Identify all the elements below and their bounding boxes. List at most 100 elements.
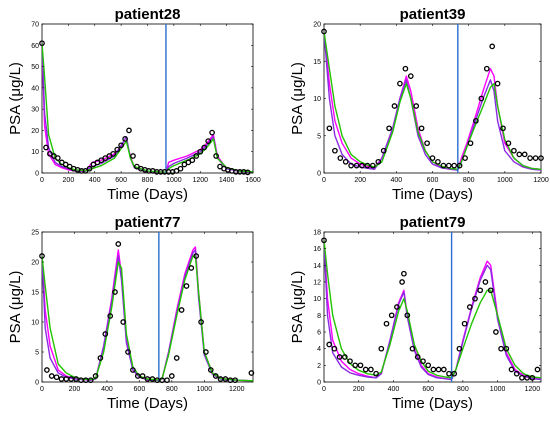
observed-point — [126, 127, 132, 134]
y-tick-label: 8 — [317, 313, 321, 320]
observed-point — [503, 345, 510, 352]
observed-point — [513, 370, 520, 377]
panel-patient79: 0 200 400 600 800 1000 1200 0 2 4 6 8 10 12 14 16 18 pati… — [289, 214, 542, 412]
observed-point — [524, 374, 530, 381]
observed-point — [424, 140, 430, 147]
y-axis-label: PSA (μg/L) — [7, 271, 24, 344]
observed-point — [404, 312, 411, 319]
x-tick-label: 600 — [134, 386, 146, 393]
observed-point — [373, 370, 379, 377]
observed-point — [445, 162, 452, 169]
observed-point — [193, 253, 200, 259]
observed-point — [213, 153, 219, 159]
x-tick-label: 800 — [457, 386, 469, 393]
observed-point — [248, 370, 255, 376]
x-tick-label: 800 — [463, 177, 475, 184]
observed-point — [498, 345, 504, 352]
y-tick-label: 60 — [31, 43, 39, 50]
panel-patient28: 0 200 400 600 800 1000 1200 1400 1600 0 10 20 30 40 50… — [7, 6, 261, 203]
observed-point — [425, 362, 432, 369]
observed-point — [451, 162, 458, 169]
observed-point — [341, 354, 348, 360]
series-line-3 — [324, 240, 541, 379]
observed-point — [357, 362, 364, 369]
observed-point — [353, 162, 360, 169]
x-tick-label: 0 — [40, 177, 44, 184]
y-tick-label: 20 — [31, 260, 39, 267]
x-tick-label: 1600 — [245, 177, 261, 184]
y-tick-label: 0 — [35, 171, 39, 178]
observed-point — [487, 287, 494, 294]
observed-point — [388, 312, 395, 319]
observed-point — [386, 125, 392, 132]
y-tick-label: 30 — [31, 107, 39, 114]
x-tick-label: 1000 — [497, 177, 513, 184]
observed-point — [205, 138, 212, 144]
observed-point — [467, 140, 474, 147]
observed-point — [407, 73, 414, 79]
x-axis-label: Time (Days) — [107, 395, 188, 412]
observed-point — [120, 319, 127, 325]
observed-point — [244, 169, 251, 176]
observed-point — [472, 295, 478, 302]
observed-point — [130, 367, 136, 373]
observed-point — [321, 28, 327, 35]
y-tick-label: 5 — [317, 133, 321, 140]
chart-title: patient28 — [115, 6, 181, 23]
x-tick-label: 200 — [353, 386, 365, 393]
y-tick-label: 25 — [31, 230, 39, 237]
y-tick-label: 0 — [317, 380, 321, 387]
observed-point — [149, 376, 156, 382]
observed-point — [321, 237, 327, 244]
observed-point — [519, 374, 525, 381]
x-tick-label: 1200 — [229, 386, 245, 393]
observed-point — [336, 354, 343, 360]
observed-point — [414, 354, 421, 360]
observed-point — [451, 370, 458, 377]
observed-point — [483, 65, 490, 72]
observed-point — [112, 289, 118, 295]
x-tick-label: 600 — [115, 177, 127, 184]
y-tick-label: 20 — [313, 22, 321, 29]
observed-point — [222, 376, 229, 382]
observed-point — [534, 366, 541, 373]
observed-point — [139, 373, 146, 379]
series-line-2 — [324, 240, 541, 381]
series-line-3 — [324, 31, 541, 170]
observed-point — [466, 304, 473, 310]
plot-area — [323, 231, 542, 383]
observed-point — [429, 155, 436, 161]
observed-point — [456, 162, 463, 169]
observed-point — [409, 345, 416, 352]
observed-point — [331, 345, 338, 352]
y-tick-label: 4 — [317, 346, 321, 353]
observed-point — [529, 374, 536, 381]
observed-point — [368, 366, 374, 373]
observed-point — [527, 155, 533, 161]
y-axis-label: PSA (μg/L) — [7, 62, 24, 135]
x-tick-label: 800 — [142, 177, 154, 184]
x-axis-label: Time (Days) — [392, 395, 473, 412]
x-tick-label: 200 — [354, 177, 366, 184]
observed-point — [508, 366, 515, 373]
observed-point — [92, 373, 99, 379]
x-tick-label: 0 — [322, 177, 326, 184]
y-tick-label: 15 — [31, 290, 39, 297]
observed-point — [86, 165, 93, 172]
observed-point — [378, 345, 385, 352]
y-tick-label: 20 — [31, 128, 39, 135]
observed-point — [178, 307, 185, 313]
observed-point — [461, 320, 468, 327]
observed-point — [197, 148, 204, 155]
x-axis-label: Time (Days) — [107, 186, 188, 203]
x-axis-label: Time (Days) — [392, 186, 473, 203]
y-tick-label: 14 — [313, 263, 321, 270]
observed-point — [168, 373, 175, 379]
plot-area — [323, 23, 542, 174]
y-tick-label: 50 — [31, 64, 39, 71]
observed-point — [203, 349, 209, 355]
y-tick-label: 10 — [31, 149, 39, 156]
panel-patient39: 0 200 400 600 800 1000 1200 0 5 10 15 20 patient39 Ti… — [289, 6, 549, 203]
observed-point — [473, 117, 479, 124]
y-tick-label: 10 — [313, 96, 321, 103]
